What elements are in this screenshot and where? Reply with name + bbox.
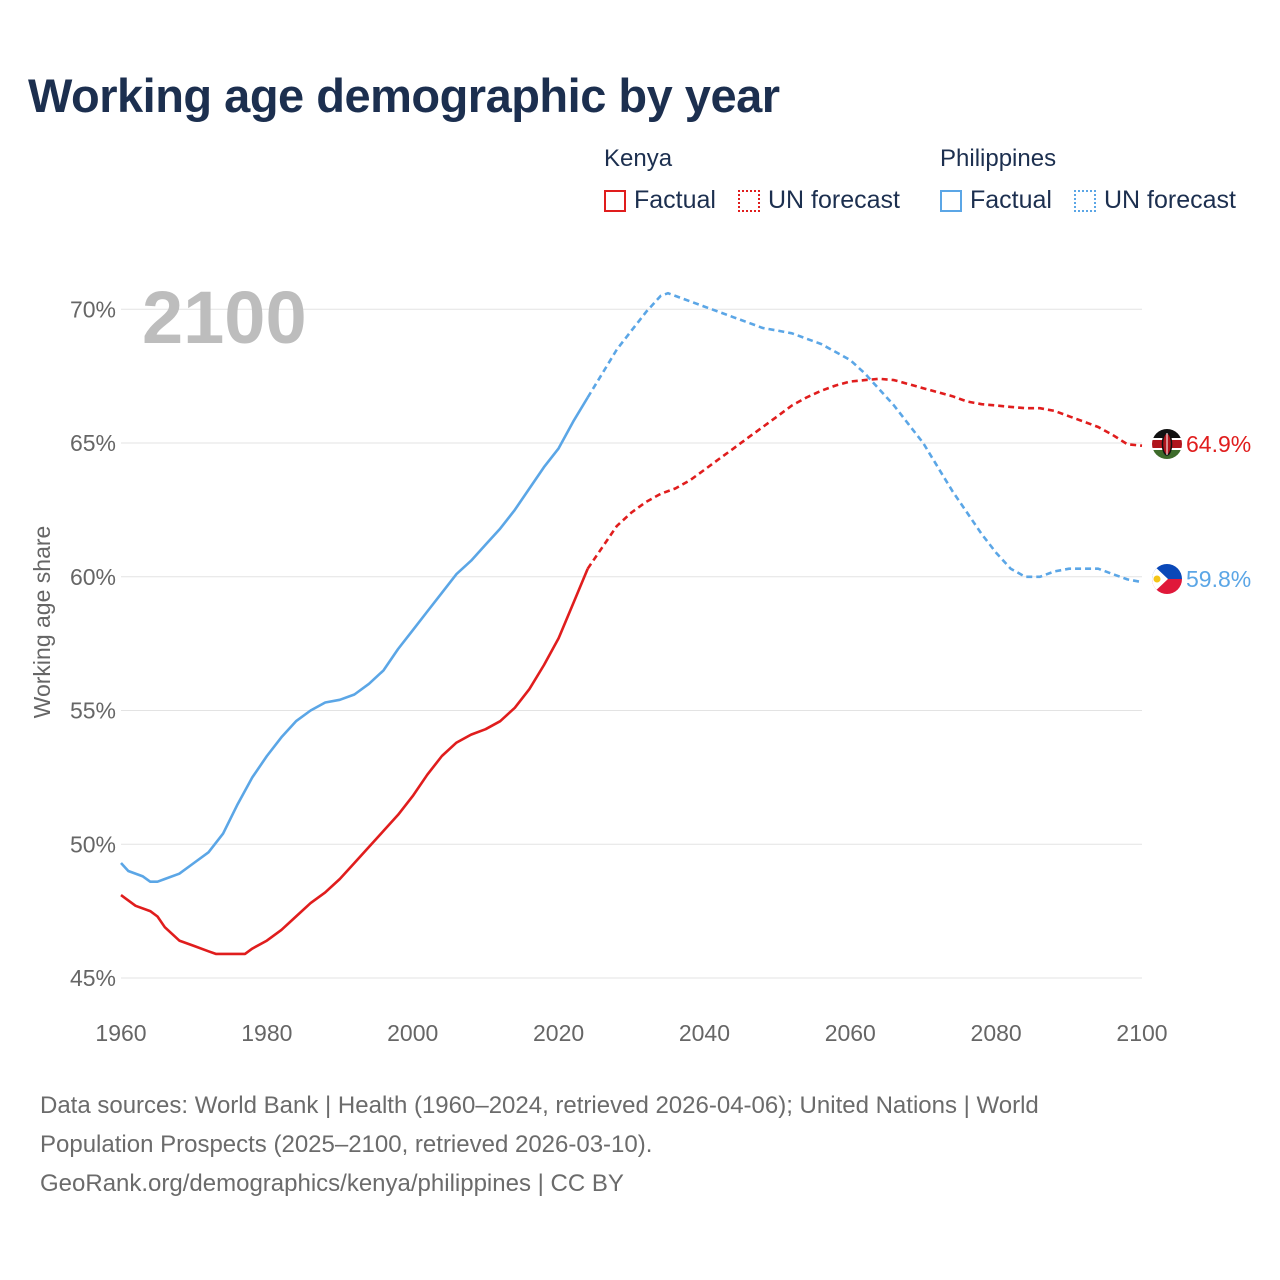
kenya-flag-icon [1152, 429, 1182, 459]
y-tick-label: 50% [70, 831, 116, 857]
kenya-forecast-line [586, 377, 1143, 570]
year-watermark: 2100 [142, 276, 307, 359]
kenya-factual-line [120, 568, 589, 956]
x-tick-label: 2060 [825, 1020, 876, 1046]
y-tick-label: 60% [70, 564, 116, 590]
x-axis-ticks: 1960 1980 2000 2020 2040 2060 2080 2100 [95, 1020, 1167, 1046]
legend-dotted-swatch-icon [738, 189, 760, 212]
y-axis-label: Working age share [29, 526, 55, 719]
x-tick-label: 2040 [679, 1020, 730, 1046]
y-tick-label: 45% [70, 965, 116, 991]
philippines-factual-line [120, 396, 589, 884]
data-sources-note: Data sources: World Bank | Health (1960–… [40, 1086, 1240, 1203]
chart-title: Working age demographic by year [28, 69, 780, 122]
legend-kenya-heading: Kenya [604, 145, 673, 172]
sources-line: Population Prospects (2025–2100, retriev… [40, 1131, 653, 1158]
sources-line: GeoRank.org/demographics/kenya/philippin… [40, 1170, 624, 1197]
legend-label: UN forecast [768, 186, 900, 214]
legend-label: Factual [634, 186, 716, 214]
legend-dotted-swatch-icon [1074, 189, 1096, 212]
legend-label: UN forecast [1104, 186, 1236, 214]
x-tick-label: 1980 [241, 1020, 292, 1046]
y-axis-ticks: 45% 50% 55% 60% 65% 70% [70, 296, 116, 991]
y-tick-label: 70% [70, 296, 116, 322]
x-tick-label: 2080 [971, 1020, 1022, 1046]
kenya-end-label: 64.9% [1186, 431, 1251, 457]
legend-solid-swatch-icon [604, 189, 626, 212]
x-tick-label: 1960 [95, 1020, 146, 1046]
philippines-flag-icon [1152, 564, 1182, 594]
legend-philippines-forecast[interactable]: UN forecast [1074, 186, 1236, 215]
philippines-forecast-line [586, 291, 1143, 584]
y-tick-label: 55% [70, 698, 116, 724]
x-tick-label: 2020 [533, 1020, 584, 1046]
sources-line: Data sources: World Bank | Health (1960–… [40, 1092, 1039, 1119]
legend-solid-swatch-icon [940, 189, 962, 212]
legend-label: Factual [970, 186, 1052, 214]
x-tick-label: 2100 [1116, 1020, 1167, 1046]
legend-philippines-heading: Philippines [940, 145, 1057, 172]
series-lines [120, 291, 1143, 956]
legend-kenya-forecast[interactable]: UN forecast [738, 186, 900, 215]
legend-philippines-factual[interactable]: Factual [940, 186, 1052, 215]
philippines-end-label: 59.8% [1186, 566, 1251, 592]
y-tick-label: 65% [70, 430, 116, 456]
x-tick-label: 2000 [387, 1020, 438, 1046]
legend-kenya-factual[interactable]: Factual [604, 186, 716, 215]
gridlines [121, 308, 1142, 979]
